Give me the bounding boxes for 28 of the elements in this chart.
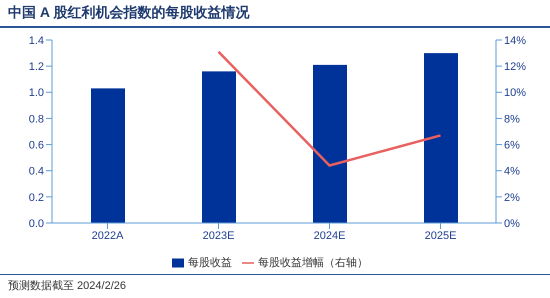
y2-tick-label: 8% [504,113,520,126]
y2-tick-label: 2% [504,192,520,204]
y-tick-label: 0.4 [28,166,44,178]
y2-tick-label: 12% [504,61,526,74]
legend-label: 每股收益 [188,257,232,269]
x-tick-label: 2023E [202,230,234,242]
y-tick-label: 1.2 [28,61,44,74]
y-tick-label: 0.8 [28,113,44,126]
bar [202,71,236,223]
y2-tick-label: 6% [504,139,520,152]
chart-title: 中国 A 股红利机会指数的每股收益情况 [8,4,250,22]
text: 预测数据截至 2024/2/26 [8,279,126,293]
y2-tick-label: 10% [504,87,526,100]
y-tick-label: 1.4 [28,34,44,47]
bar [91,88,125,223]
bar [424,53,458,223]
y2-tick-label: 0% [504,218,520,230]
legend-label: 每股收益增幅（右轴） [258,257,368,269]
y-tick-label: 1.0 [28,87,44,100]
y-tick-label: 0.0 [28,218,44,230]
x-tick-label: 2025E [424,230,456,242]
y-tick-label: 0.6 [28,139,44,152]
y2-tick-label: 14% [504,34,526,47]
x-tick-label: 2024E [314,230,346,242]
y2-tick-label: 4% [504,166,520,178]
y-tick-label: 0.2 [28,192,44,204]
x-tick-label: 2022A [92,230,124,242]
bar [313,64,347,223]
